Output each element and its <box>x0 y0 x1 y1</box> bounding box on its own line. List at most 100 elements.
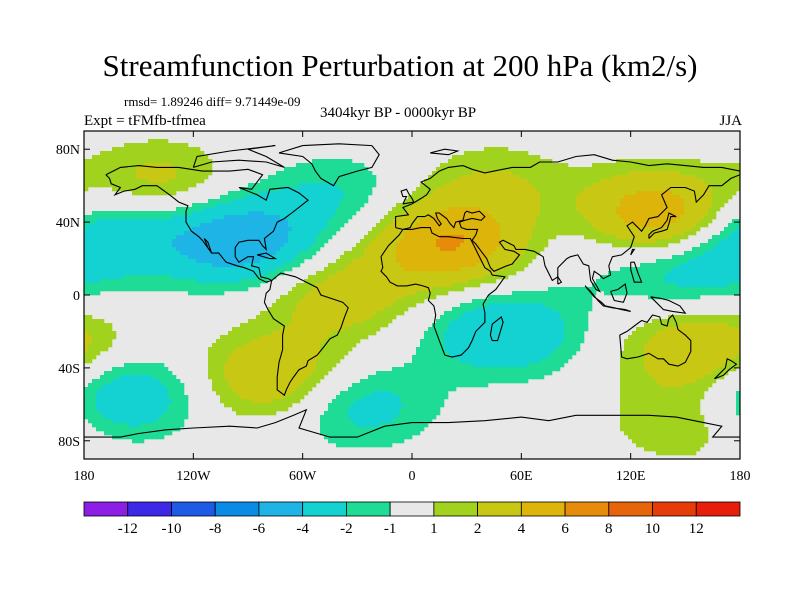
field-cell <box>172 183 177 188</box>
field-cell <box>352 299 357 304</box>
field-cell <box>368 391 373 396</box>
field-cell <box>436 207 441 212</box>
field-cell <box>152 215 157 220</box>
field-cell <box>440 163 445 168</box>
field-cell <box>140 263 145 268</box>
field-cell <box>320 295 325 300</box>
field-cell <box>88 287 93 292</box>
field-cell <box>424 247 429 252</box>
field-cell <box>460 267 465 272</box>
field-cell <box>464 183 469 188</box>
field-cell <box>284 251 289 256</box>
field-cell <box>368 327 373 332</box>
field-cell <box>392 403 397 408</box>
field-cell <box>324 319 329 324</box>
field-cell <box>448 351 453 356</box>
field-cell <box>444 267 449 272</box>
field-cell <box>152 175 157 180</box>
field-cell <box>168 163 173 168</box>
field-cell <box>416 187 421 192</box>
field-cell <box>308 323 313 328</box>
field-cell <box>344 163 349 168</box>
field-cell <box>156 183 161 188</box>
field-cell <box>344 255 349 260</box>
field-cell <box>116 179 121 184</box>
field-cell <box>224 351 229 356</box>
field-cell <box>404 411 409 416</box>
field-cell <box>220 275 225 280</box>
field-cell <box>220 367 225 372</box>
field-cell <box>352 287 357 292</box>
field-cell <box>352 279 357 284</box>
field-cell <box>404 379 409 384</box>
field-cell <box>92 219 97 224</box>
field-cell <box>256 283 261 288</box>
field-cell <box>472 183 477 188</box>
field-cell <box>192 159 197 164</box>
field-cell <box>120 167 125 172</box>
field-cell <box>328 403 333 408</box>
field-cell <box>340 307 345 312</box>
field-cell <box>132 143 137 148</box>
field-cell <box>324 431 329 436</box>
field-cell <box>256 203 261 208</box>
field-cell <box>260 183 265 188</box>
field-cell <box>240 207 245 212</box>
field-cell <box>356 319 361 324</box>
field-cell <box>120 367 125 372</box>
field-cell <box>124 279 129 284</box>
field-cell <box>256 267 261 272</box>
field-cell <box>120 155 125 160</box>
field-cell <box>308 355 313 360</box>
field-cell <box>212 371 217 376</box>
field-cell <box>452 323 457 328</box>
field-cell <box>416 263 421 268</box>
field-cell <box>360 323 365 328</box>
field-cell <box>96 235 101 240</box>
field-cell <box>204 171 209 176</box>
field-cell <box>140 275 145 280</box>
field-cell <box>280 171 285 176</box>
field-cell <box>308 171 313 176</box>
field-cell <box>284 263 289 268</box>
field-cell <box>144 191 149 196</box>
field-cell <box>392 263 397 268</box>
field-cell <box>380 295 385 300</box>
field-cell <box>204 231 209 236</box>
field-cell <box>228 203 233 208</box>
field-cell <box>112 423 117 428</box>
field-cell <box>288 167 293 172</box>
field-cell <box>228 363 233 368</box>
field-cell <box>320 163 325 168</box>
field-cell <box>128 179 133 184</box>
field-cell <box>444 167 449 172</box>
field-cell <box>228 223 233 228</box>
field-cell <box>280 255 285 260</box>
field-cell <box>388 439 393 444</box>
field-cell <box>336 207 341 212</box>
field-cell <box>276 319 281 324</box>
field-cell <box>232 243 237 248</box>
field-cell <box>92 263 97 268</box>
field-cell <box>200 287 205 292</box>
season-label: JJA <box>719 113 742 129</box>
field-cell <box>344 335 349 340</box>
field-cell <box>264 227 269 232</box>
field-cell <box>296 199 301 204</box>
field-cell <box>344 291 349 296</box>
field-cell <box>132 263 137 268</box>
field-cell <box>236 327 241 332</box>
field-cell <box>376 231 381 236</box>
field-cell <box>208 211 213 216</box>
field-cell <box>328 419 333 424</box>
field-cell <box>320 307 325 312</box>
field-cell <box>316 295 321 300</box>
field-cell <box>172 399 177 404</box>
field-cell <box>388 215 393 220</box>
field-cell <box>212 215 217 220</box>
field-cell <box>96 239 101 244</box>
field-cell <box>168 283 173 288</box>
field-cell <box>232 227 237 232</box>
field-cell <box>144 419 149 424</box>
field-cell <box>168 155 173 160</box>
